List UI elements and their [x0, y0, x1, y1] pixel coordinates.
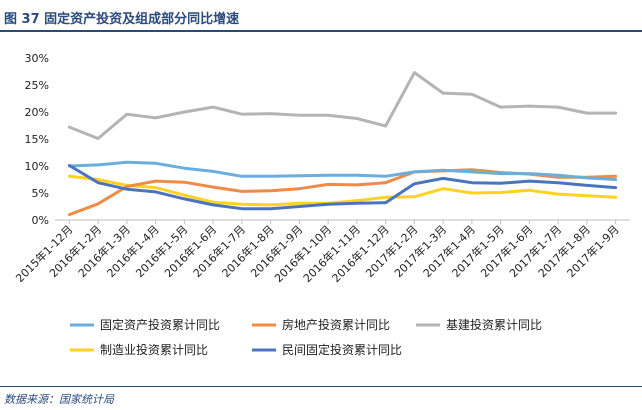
y-tick-label: 10% — [25, 160, 49, 173]
y-tick-label: 5% — [32, 187, 49, 200]
legend-label-manufacturing: 制造业投资累计同比 — [100, 342, 208, 357]
series-line-private — [67, 164, 618, 211]
y-tick-label: 15% — [25, 133, 49, 146]
legend-label-real-estate: 房地产投资累计同比 — [282, 317, 390, 332]
y-tick-label: 30% — [25, 52, 49, 65]
y-tick-label: 20% — [25, 106, 49, 119]
series-line-fixed-asset — [67, 160, 618, 181]
title-bar: 图 37 固定资产投资及组成部分同比增速 — [0, 0, 642, 32]
title-divider — [0, 30, 642, 32]
y-tick-label: 0% — [32, 214, 49, 227]
line-chart: 0%5%10%15%20%25%30%2015年1-12月2016年1-2月20… — [13, 52, 630, 357]
series-line-manufacturing — [67, 174, 618, 207]
series-line-infrastructure — [67, 71, 618, 140]
legend-label-infrastructure: 基建投资累计同比 — [446, 317, 542, 332]
legend-label-private: 民间固定投资累计同比 — [282, 342, 402, 357]
footer-divider — [0, 386, 642, 387]
legend-label-fixed-asset: 固定资产投资累计同比 — [100, 317, 220, 332]
y-tick-label: 25% — [25, 79, 49, 92]
chart-title: 图 37 固定资产投资及组成部分同比增速 — [4, 12, 240, 27]
data-source: 数据来源：国家统计局 — [4, 393, 114, 406]
